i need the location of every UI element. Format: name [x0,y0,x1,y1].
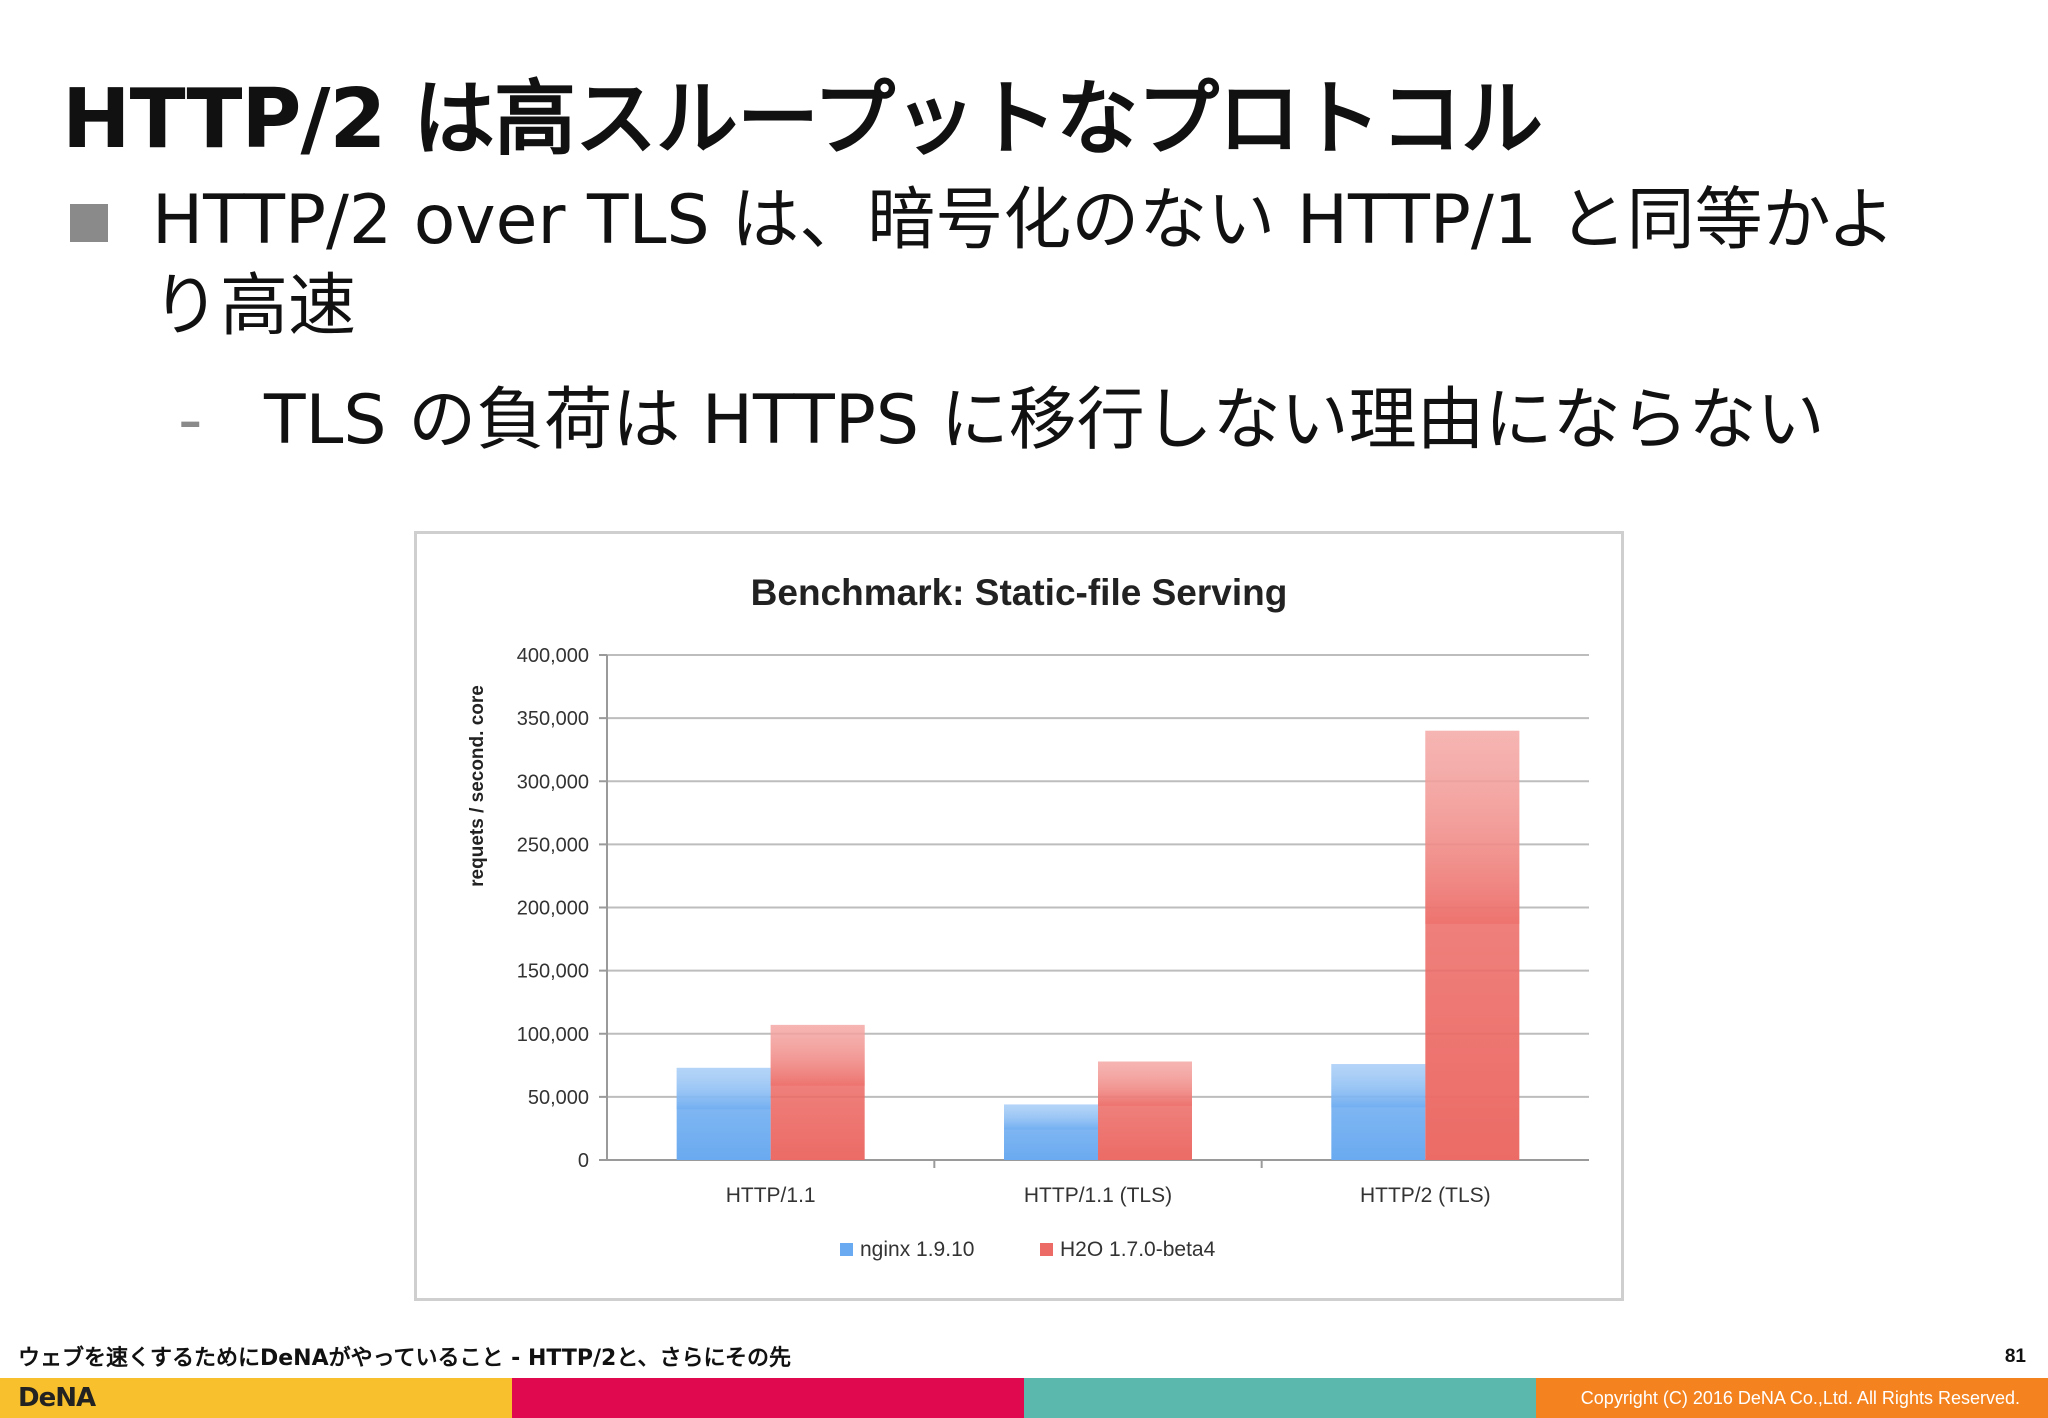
chart-svg: Benchmark: Static-file Serving requets /… [467,572,1589,1261]
bar-highlight [1425,730,1520,924]
legend-swatch [840,1243,853,1256]
footer-segment-teal [1024,1378,1536,1418]
slide-title: HTTP/2 は高スループットなプロトコル [62,72,1543,167]
page-number: 81 [2004,1346,2026,1367]
footer-segment-pink [512,1378,1024,1418]
y-tick-label: 250,000 [517,834,589,856]
bar-highlight [1331,1064,1426,1108]
benchmark-chart: Benchmark: Static-file Serving requets /… [414,531,1624,1301]
x-tick-label: HTTP/2 (TLS) [1360,1184,1491,1207]
chart-title: Benchmark: Static-file Serving [751,572,1288,613]
y-tick-label: 150,000 [517,961,589,983]
y-tick-label: 200,000 [517,898,589,920]
y-tick-label: 400,000 [517,645,589,667]
sub-bullet-text: TLS の負荷は HTTPS に移行しない理由にならない [264,381,1825,460]
copyright-text: Copyright (C) 2016 DeNA Co.,Ltd. All Rig… [1580,1388,2020,1408]
x-tick-label: HTTP/1.1 (TLS) [1024,1184,1172,1207]
y-axis-label: requets / second. core [467,685,488,887]
square-bullet-icon [70,204,108,242]
bar-highlight [676,1067,771,1110]
main-bullet-text: HTTP/2 over TLS は、暗号化のない HTTP/1 と同等かより高速 [152,181,1896,346]
bar-highlight [1098,1061,1192,1106]
legend-label: H2O 1.7.0-beta4 [1060,1238,1216,1261]
bar-highlight [1004,1104,1098,1130]
dash-bullet-marker: - [178,381,203,460]
y-tick-label: 300,000 [517,771,589,793]
y-tick-label: 0 [578,1150,589,1172]
y-tick-label: 50,000 [528,1087,589,1109]
bar-highlight [770,1024,865,1086]
talk-title: ウェブを速くするためにDeNAがやっていること - HTTP/2と、さらにその先 [18,1346,792,1371]
legend-label: nginx 1.9.10 [860,1238,974,1261]
footer-segment-orange [1536,1378,2048,1418]
x-tick-label: HTTP/1.1 [726,1184,816,1207]
dena-logo: DeNA [18,1383,96,1413]
legend-swatch [1040,1243,1053,1256]
footer-segment-yellow [0,1378,512,1418]
y-tick-label: 350,000 [517,708,589,730]
footer-color-bar [0,1378,2048,1418]
y-tick-label: 100,000 [517,1024,589,1046]
